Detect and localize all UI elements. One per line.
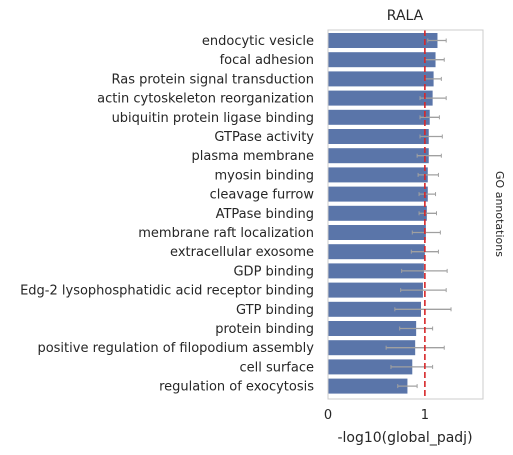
category-label: GTPase activity	[214, 130, 314, 145]
bar	[328, 263, 424, 279]
bar	[328, 244, 425, 260]
bar	[328, 186, 428, 202]
side-annotation-label: GO annotations	[493, 171, 506, 257]
bar	[328, 90, 433, 106]
plot-frame	[327, 29, 484, 400]
bar	[328, 205, 427, 221]
category-label: myosin binding	[214, 168, 314, 183]
bar	[328, 109, 430, 125]
bar	[328, 301, 421, 317]
category-label: endocytic vesicle	[202, 34, 314, 49]
category-label: membrane raft localization	[138, 226, 314, 241]
category-label: extracellular exosome	[170, 245, 314, 260]
category-label: ATPase binding	[216, 207, 314, 222]
bar	[328, 71, 434, 87]
category-label: GTP binding	[236, 303, 314, 318]
bar	[328, 33, 438, 48]
bar	[328, 340, 416, 356]
category-label: Ras protein signal transduction	[111, 72, 314, 87]
category-label: plasma membrane	[192, 149, 315, 164]
category-label: cell surface	[239, 360, 314, 375]
category-label: protein binding	[215, 322, 314, 337]
bar	[328, 359, 413, 375]
category-label: regulation of exocytosis	[159, 380, 314, 395]
chart-title: RALA	[387, 8, 424, 24]
bar	[328, 148, 429, 164]
category-label: positive regulation of filopodium assemb…	[37, 341, 314, 356]
bar	[328, 282, 423, 298]
bar	[328, 225, 426, 240]
category-labels: endocytic vesicle focal adhesion Ras prote…	[20, 34, 314, 395]
category-label: GDP binding	[233, 264, 314, 279]
category-label: actin cytoskeleton reorganization	[97, 92, 314, 107]
bar	[328, 129, 429, 144]
category-label: Edg-2 lysophosphatidic acid receptor bin…	[20, 284, 314, 299]
bar	[328, 52, 436, 68]
bar	[328, 167, 428, 183]
bars-layer	[328, 33, 438, 394]
category-label: cleavage furrow	[210, 188, 315, 203]
bar	[328, 321, 417, 336]
category-label: ubiquitin protein ligase binding	[112, 111, 314, 126]
category-label: focal adhesion	[220, 53, 314, 68]
x-tick-label: 1	[421, 408, 429, 423]
x-axis-label: -log10(global_padj)	[337, 430, 472, 446]
x-tick-label: 0	[324, 408, 332, 423]
bar	[328, 378, 408, 394]
